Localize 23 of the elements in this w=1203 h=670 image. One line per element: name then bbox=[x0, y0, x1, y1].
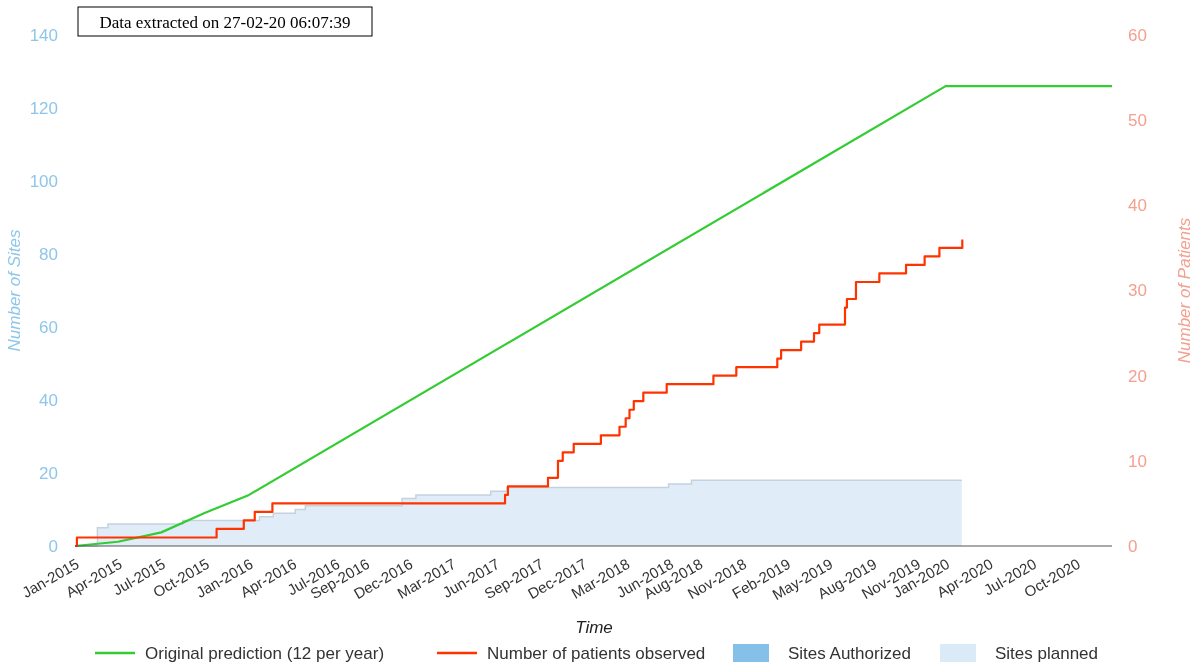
y2-tick-label: 60 bbox=[1128, 25, 1147, 45]
text: Data extracted on 27-02-20 06:07:39 bbox=[99, 12, 351, 32]
y2-tick-label: 10 bbox=[1128, 451, 1147, 471]
y2-axis-title: Number of Patients bbox=[1175, 217, 1194, 364]
y-tick-label: 40 bbox=[39, 390, 58, 410]
legend-label: Original prediction (12 per year) bbox=[145, 643, 385, 663]
y-axis-title: Number of Sites bbox=[5, 229, 24, 352]
legend-label: Number of patients observed bbox=[487, 643, 706, 663]
y-tick-label: 80 bbox=[39, 244, 58, 264]
y-tick-label: 0 bbox=[48, 536, 58, 556]
y2-tick-label: 30 bbox=[1128, 281, 1147, 301]
x-axis-title: Time bbox=[575, 617, 613, 637]
y-tick-label: 20 bbox=[39, 463, 58, 483]
y-tick-label: 120 bbox=[29, 98, 58, 118]
y2-tick-label: 50 bbox=[1128, 111, 1147, 131]
y-tick-label: 100 bbox=[29, 171, 58, 191]
y-tick-label: 140 bbox=[29, 25, 58, 45]
legend-label: Sites Authorized bbox=[788, 643, 911, 663]
y2-tick-label: 40 bbox=[1128, 196, 1147, 216]
y2-tick-label: 0 bbox=[1128, 536, 1138, 556]
legend-label: Sites planned bbox=[995, 643, 1099, 663]
y-tick-label: 60 bbox=[39, 317, 58, 337]
y2-tick-label: 20 bbox=[1128, 366, 1147, 386]
